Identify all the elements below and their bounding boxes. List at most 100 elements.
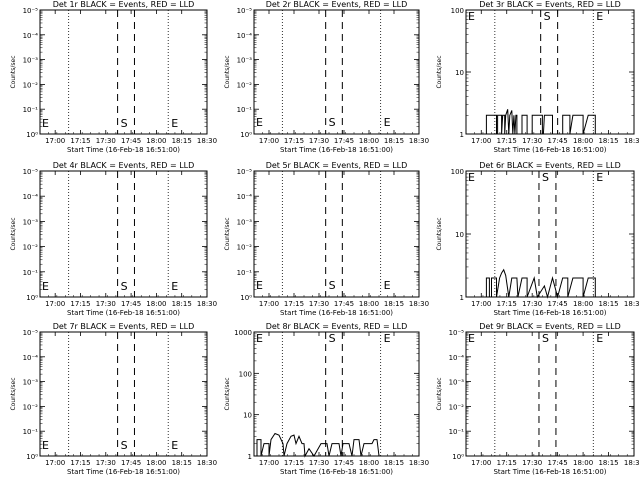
x-tick-label: 17:45 (121, 459, 141, 467)
x-axis-label: Start Time (16-Feb-18 16:51:00) (67, 146, 180, 154)
x-tick-label: 17:45 (548, 300, 568, 308)
y-tick-label: 10⁻³ (23, 57, 39, 65)
y-tick-label: 10⁻⁵ (237, 168, 253, 176)
y-tick-label: 100 (451, 7, 464, 15)
x-axis-label: Start Time (16-Feb-18 16:51:00) (493, 468, 606, 476)
y-tick-label: 10⁻⁴ (237, 193, 253, 201)
x-tick-label: 18:00 (573, 300, 593, 308)
x-tick-label: 18:30 (197, 300, 217, 308)
y-tick-label: 10⁻² (23, 81, 39, 89)
end-marker-label: E (468, 332, 475, 345)
x-tick-label: 18:30 (624, 137, 640, 145)
x-tick-label: 17:00 (471, 459, 491, 467)
end-marker-label: E (171, 117, 178, 130)
y-tick-label: 10⁻¹ (23, 428, 39, 436)
end-marker-label: E (384, 279, 391, 292)
x-tick-label: 17:00 (259, 300, 279, 308)
x-tick-label: 17:15 (70, 459, 90, 467)
x-axis-label: Start Time (16-Feb-18 16:51:00) (280, 468, 393, 476)
y-tick-label: 10⁰ (240, 131, 252, 139)
plot-frame (39, 331, 208, 457)
y-tick-label: 10⁰ (452, 453, 464, 461)
x-tick-label: 17:15 (70, 137, 90, 145)
chart-panel-8: Det 8r BLACK = Events, RED = LLD 17:00 17:… (224, 322, 429, 476)
y-tick-label: 10⁻⁴ (237, 32, 253, 40)
y-tick-label: 10 (243, 412, 252, 420)
x-tick-label: 17:45 (121, 300, 141, 308)
chart-panel-9: Det 9r BLACK = Events, RED = LLD 17:00 17:… (436, 322, 640, 476)
x-tick-label: 17:15 (284, 137, 304, 145)
start-marker-label: S (121, 439, 128, 452)
x-tick-label: 17:30 (522, 137, 542, 145)
x-axis-label: Start Time (16-Feb-18 16:51:00) (67, 468, 180, 476)
plot-frame (253, 9, 420, 135)
x-tick-label: 18:30 (409, 300, 429, 308)
start-marker-label: S (329, 279, 336, 292)
y-tick-label: 10⁻⁵ (23, 7, 39, 15)
y-axis-label: Counts/sec (10, 217, 17, 250)
y-axis-label: Counts/sec (436, 377, 443, 410)
x-tick-label: 17:15 (497, 137, 517, 145)
y-tick-label: 10⁻⁵ (449, 329, 465, 337)
x-tick-label: 17:15 (70, 300, 90, 308)
chart-title: Det 9r BLACK = Events, RED = LLD (479, 322, 621, 331)
x-tick-label: 18:30 (197, 459, 217, 467)
chart-title: Det 3r BLACK = Events, RED = LLD (479, 0, 621, 9)
x-tick-label: 17:30 (96, 300, 116, 308)
start-marker-label: S (542, 171, 549, 184)
y-tick-label: 10⁻⁵ (23, 168, 39, 176)
chart-panel-4: Det 4r BLACK = Events, RED = LLD 17:00 17:… (10, 161, 217, 317)
x-axis-label: Start Time (16-Feb-18 16:51:00) (493, 309, 606, 317)
x-tick-label: 17:15 (284, 300, 304, 308)
y-axis-label: Counts/sec (10, 377, 17, 410)
chart-title: Det 6r BLACK = Events, RED = LLD (479, 161, 621, 170)
chart-title: Det 4r BLACK = Events, RED = LLD (53, 161, 195, 170)
y-axis-label: Counts/sec (10, 55, 17, 88)
x-tick-label: 18:15 (598, 459, 618, 467)
plot-frame (253, 331, 420, 457)
x-tick-label: 18:00 (359, 300, 379, 308)
plot-frame (465, 9, 635, 135)
y-axis-label: Counts/sec (436, 217, 443, 250)
chart-panel-2: Det 2r BLACK = Events, RED = LLD 17:00 17:… (224, 0, 429, 154)
end-marker-label: E (42, 117, 49, 130)
y-tick-label: 100 (451, 168, 464, 176)
x-tick-label: 17:00 (45, 137, 65, 145)
y-tick-label: 10⁻¹ (237, 106, 253, 114)
end-marker-label: E (171, 280, 178, 293)
y-tick-label: 10⁻⁴ (449, 354, 465, 362)
x-tick-label: 18:15 (598, 300, 618, 308)
x-tick-label: 17:45 (548, 137, 568, 145)
end-marker-label: E (171, 439, 178, 452)
x-tick-label: 17:30 (522, 459, 542, 467)
end-marker-label: E (468, 10, 475, 23)
x-tick-label: 17:15 (497, 459, 517, 467)
end-marker-label: E (256, 116, 263, 129)
x-tick-label: 17:00 (45, 300, 65, 308)
x-tick-label: 17:15 (497, 300, 517, 308)
chart-panel-5: Det 5r BLACK = Events, RED = LLD 17:00 17:… (224, 161, 429, 317)
y-tick-label: 10⁻¹ (237, 269, 253, 277)
x-tick-label: 17:30 (309, 300, 329, 308)
x-tick-label: 18:15 (598, 137, 618, 145)
x-tick-label: 17:45 (334, 300, 354, 308)
x-tick-label: 18:30 (624, 300, 640, 308)
chart-title: Det 5r BLACK = Events, RED = LLD (266, 161, 408, 170)
x-tick-label: 17:45 (121, 137, 141, 145)
x-tick-label: 17:45 (548, 459, 568, 467)
start-marker-label: S (329, 332, 336, 345)
y-axis-label: Counts/sec (436, 55, 443, 88)
x-tick-label: 18:15 (384, 300, 404, 308)
x-tick-label: 17:15 (284, 459, 304, 467)
x-tick-label: 17:00 (471, 137, 491, 145)
end-marker-label: E (596, 10, 603, 23)
end-marker-label: E (384, 116, 391, 129)
x-tick-label: 17:00 (259, 459, 279, 467)
x-tick-label: 17:00 (259, 137, 279, 145)
x-tick-label: 18:00 (573, 137, 593, 145)
plot-frame (253, 170, 420, 298)
x-axis-label: Start Time (16-Feb-18 16:51:00) (67, 309, 180, 317)
start-marker-label: S (121, 280, 128, 293)
end-marker-label: E (42, 439, 49, 452)
y-tick-label: 10⁻³ (237, 218, 253, 226)
